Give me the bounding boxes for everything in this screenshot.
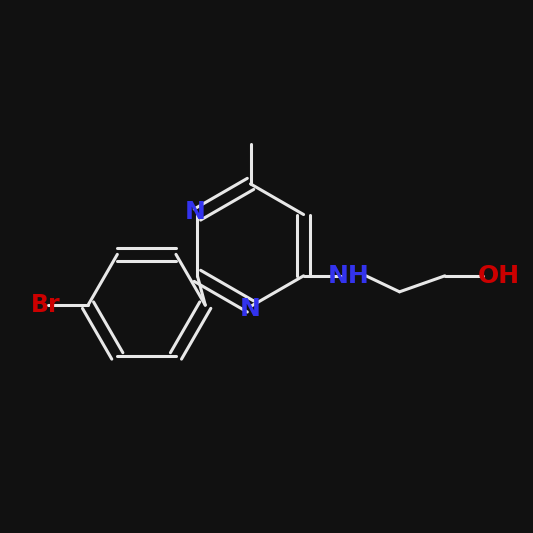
Text: NH: NH [328, 264, 370, 288]
Text: N: N [184, 200, 205, 224]
Text: Br: Br [30, 293, 60, 317]
Text: N: N [240, 297, 261, 321]
Text: OH: OH [478, 264, 520, 288]
